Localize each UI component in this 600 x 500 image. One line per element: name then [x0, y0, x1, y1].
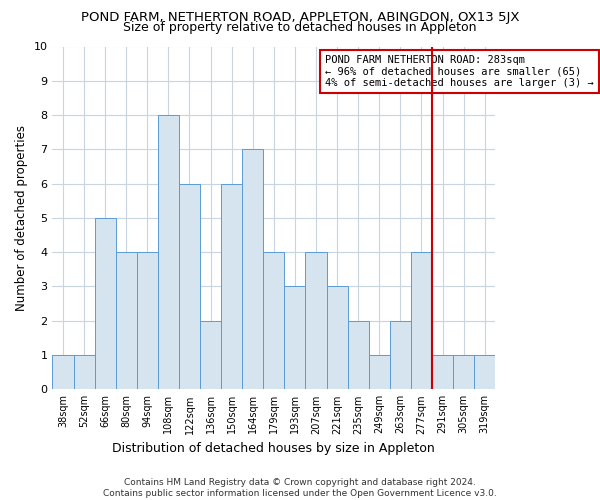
Bar: [137, 252, 158, 390]
Bar: [390, 320, 411, 390]
Bar: [369, 355, 390, 390]
Bar: [284, 286, 305, 390]
Text: Contains HM Land Registry data © Crown copyright and database right 2024.
Contai: Contains HM Land Registry data © Crown c…: [103, 478, 497, 498]
Bar: [326, 286, 347, 390]
Bar: [347, 320, 369, 390]
Text: POND FARM, NETHERTON ROAD, APPLETON, ABINGDON, OX13 5JX: POND FARM, NETHERTON ROAD, APPLETON, ABI…: [81, 11, 519, 24]
Bar: [116, 252, 137, 390]
Bar: [242, 150, 263, 390]
Bar: [411, 252, 432, 390]
Y-axis label: Number of detached properties: Number of detached properties: [15, 125, 28, 311]
Bar: [305, 252, 326, 390]
Text: Size of property relative to detached houses in Appleton: Size of property relative to detached ho…: [123, 22, 477, 35]
Bar: [221, 184, 242, 390]
Text: POND FARM NETHERTON ROAD: 283sqm
← 96% of detached houses are smaller (65)
4% of: POND FARM NETHERTON ROAD: 283sqm ← 96% o…: [325, 55, 593, 88]
Bar: [432, 355, 453, 390]
Bar: [474, 355, 495, 390]
Bar: [263, 252, 284, 390]
Bar: [453, 355, 474, 390]
Bar: [52, 355, 74, 390]
Bar: [95, 218, 116, 390]
Bar: [158, 115, 179, 390]
X-axis label: Distribution of detached houses by size in Appleton: Distribution of detached houses by size …: [112, 442, 435, 455]
Bar: [179, 184, 200, 390]
Bar: [200, 320, 221, 390]
Bar: [74, 355, 95, 390]
